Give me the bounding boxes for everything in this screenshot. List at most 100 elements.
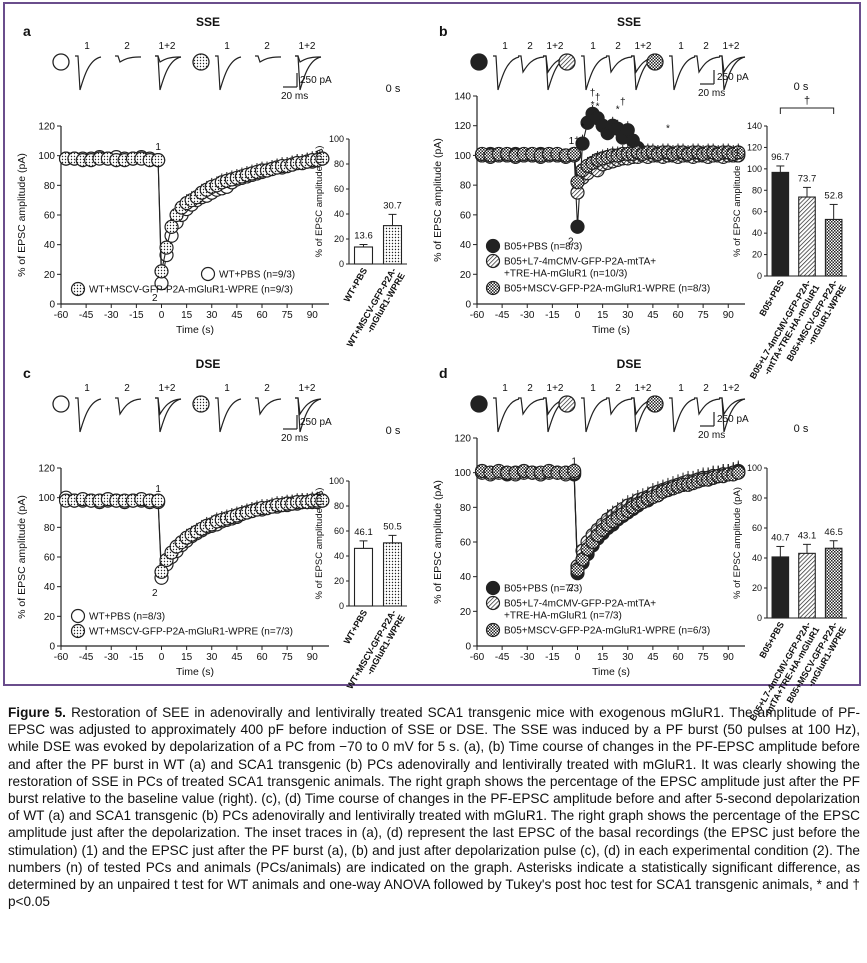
bar-category-label: B05+PBS	[757, 620, 786, 660]
x-tick-label: -60	[54, 652, 69, 663]
legend-label: B05+PBS (n=8/3)	[504, 242, 582, 253]
panel-title: SSE	[617, 15, 641, 29]
x-tick-label: 30	[206, 652, 218, 663]
epsc-trace	[215, 397, 242, 433]
x-axis-label: Time (s)	[592, 666, 630, 678]
epsc-trace	[115, 397, 142, 416]
panel-d: d DSE 1 2 1+2 1 2 1+2 1 2 1+2 250 pA 20 ms 0 s 0 20 40 60…	[429, 356, 859, 723]
bar	[353, 547, 374, 607]
scale-bar-time: 20 ms	[698, 430, 725, 441]
x-tick-label: 75	[282, 652, 294, 663]
x-axis-label: Time (s)	[176, 324, 214, 336]
legend-label-line: +TRE-HA-mGluR1 (n=7/3)	[504, 611, 622, 622]
y-tick-label: 120	[38, 464, 55, 475]
trace-group-marker	[558, 53, 576, 71]
trace-number: 1	[502, 41, 508, 52]
annotation-2: 2	[568, 583, 574, 594]
trace-number: 2	[527, 383, 533, 394]
scale-bar-amplitude: 250 pA	[300, 417, 332, 428]
epsc-trace-overlay	[295, 55, 322, 63]
bar-significance-mark: †	[804, 95, 810, 107]
series-line	[66, 156, 323, 284]
annotation-2: 2	[152, 293, 158, 304]
y-tick-label: 40	[460, 572, 472, 583]
bar-y-axis-label: % of EPSC amplitude (pA)	[314, 146, 325, 258]
y-tick-label: 0	[49, 300, 55, 311]
x-tick-label: 15	[597, 310, 609, 321]
y-axis-label: % of EPSC amplitude (pA)	[432, 138, 444, 262]
y-tick-label: 0	[49, 642, 55, 653]
bar-y-tick-label: 80	[752, 185, 762, 195]
x-tick-label: -15	[129, 652, 144, 663]
trace-number: 1	[224, 383, 230, 394]
epsc-trace	[255, 397, 282, 416]
y-tick-label: 60	[44, 211, 56, 222]
scale-bar-time: 20 ms	[281, 91, 308, 102]
trace-number: 1	[678, 383, 684, 394]
trace-number: 1+2	[635, 41, 652, 52]
data-point	[159, 240, 174, 255]
trace-number: 1	[502, 383, 508, 394]
panel-title: DSE	[617, 357, 642, 371]
bar-value-label: 43.1	[798, 530, 817, 541]
panel-letter: a	[23, 23, 31, 39]
x-tick-label: 45	[647, 652, 659, 663]
legend-label: B05+PBS (n=7/3)	[504, 584, 582, 595]
significance-mark: †	[620, 97, 626, 108]
x-tick-label: -15	[545, 652, 560, 663]
trace-group: 1 2 1+2	[52, 383, 182, 433]
epsc-trace-overlay	[719, 55, 746, 74]
significance-mark: *	[596, 101, 600, 112]
x-tick-label: -60	[470, 652, 485, 663]
epsc-trace	[155, 55, 182, 91]
bar-value-label: 50.5	[383, 521, 402, 532]
panel-letter: d	[439, 365, 448, 381]
x-tick-label: 75	[698, 652, 710, 663]
y-tick-label: 80	[44, 181, 56, 192]
data-point	[315, 493, 330, 508]
trace-group: 1 2 1+2	[558, 41, 658, 91]
x-tick-label: 75	[282, 310, 294, 321]
trace-number: 1	[678, 41, 684, 52]
trace-number: 2	[264, 383, 270, 394]
y-tick-label: 80	[44, 523, 56, 534]
trace-group: 1 2 1+2	[470, 383, 570, 433]
data-point	[151, 493, 166, 508]
panel-b: b SSE 1 2 1+2 1 2 1+2 1 2 1+2 250 pA 20 ms 0 s 0 20 40 60…	[429, 14, 859, 381]
trace-group-marker	[470, 53, 488, 71]
trace-group-marker	[52, 53, 70, 71]
epsc-trace	[295, 55, 322, 91]
bar-y-tick-label: 100	[747, 164, 762, 174]
x-tick-label: -45	[495, 652, 510, 663]
x-tick-label: -15	[545, 310, 560, 321]
epsc-trace	[581, 55, 608, 91]
x-tick-label: 45	[647, 310, 659, 321]
trace-number: 2	[703, 383, 709, 394]
trace-number: 1	[84, 383, 90, 394]
bar-value-label: 96.7	[771, 152, 790, 163]
bar-y-tick-label: 40	[334, 551, 344, 561]
bar-y-tick-label: 40	[752, 228, 762, 238]
trace-number: 1	[590, 383, 596, 394]
epsc-trace	[669, 397, 696, 433]
trace-number: 1+2	[723, 41, 740, 52]
bar-y-tick-label: 80	[752, 493, 762, 503]
legend-marker	[485, 595, 501, 611]
x-tick-label: 90	[307, 652, 319, 663]
time-label: 0 s	[794, 81, 809, 93]
significance-mark: *	[616, 104, 620, 115]
y-tick-label: 40	[460, 240, 472, 251]
bar-y-tick-label: 100	[329, 134, 344, 144]
x-tick-label: 15	[597, 652, 609, 663]
x-tick-label: 60	[672, 310, 684, 321]
trace-group: 1 2 1+2	[52, 41, 182, 91]
y-tick-label: 60	[460, 538, 472, 549]
annotation-2: 2	[568, 237, 574, 248]
trace-group: 1 2 1+2	[558, 383, 658, 433]
scale-bar-amplitude: 250 pA	[717, 414, 749, 425]
epsc-trace	[295, 397, 322, 433]
bar	[382, 542, 403, 607]
epsc-trace	[75, 397, 102, 433]
x-tick-label: 0	[575, 310, 581, 321]
